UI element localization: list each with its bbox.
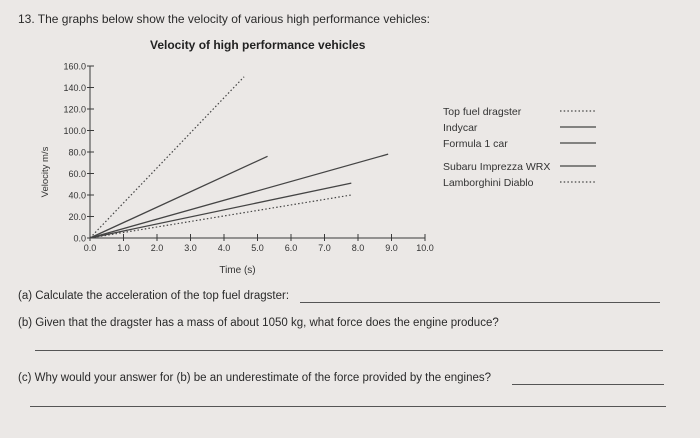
answer-line-b[interactable] (35, 350, 663, 351)
y-tick-label: 60.0 (68, 169, 86, 179)
legend-label: Indycar (443, 122, 478, 134)
y-axis-label: Velocity m/s (40, 146, 51, 197)
y-tick-label: 80.0 (68, 148, 86, 158)
x-tick-label: 1.0 (117, 243, 130, 253)
x-tick-label: 10.0 (416, 243, 434, 253)
legend-label: Subaru Imprezza WRX (443, 161, 550, 173)
y-tick-label: 120.0 (63, 105, 86, 115)
x-tick-label: 7.0 (318, 243, 331, 253)
x-tick-label: 6.0 (285, 243, 298, 253)
x-tick-label: 9.0 (385, 243, 398, 253)
series-line-indycar (89, 155, 268, 239)
answer-line-c2[interactable] (30, 406, 666, 407)
question-c: (c) Why would your answer for (b) be an … (18, 372, 492, 384)
legend-label: Formula 1 car (443, 138, 508, 150)
legend-label: Lamborghini Diablo (443, 177, 534, 189)
x-tick-label: 5.0 (251, 243, 264, 253)
y-tick-label: 0.0 (73, 234, 86, 244)
series-line-formula-1-car (89, 153, 389, 239)
y-tick-label: 160.0 (63, 62, 86, 72)
chart-title: Velocity of high performance vehicles (150, 38, 366, 52)
x-tick-label: 2.0 (151, 243, 164, 253)
question-intro: 13. The graphs below show the velocity o… (18, 12, 431, 26)
y-tick-label: 140.0 (63, 83, 86, 93)
y-tick-label: 40.0 (68, 191, 86, 201)
x-axis-label: Time (s) (219, 265, 255, 276)
x-tick-label: 8.0 (352, 243, 365, 253)
x-tick-label: 3.0 (184, 243, 197, 253)
x-tick-label: 4.0 (218, 243, 231, 253)
series-line-subaru-imprezza-wrx (89, 182, 352, 239)
answer-line-a[interactable] (300, 302, 660, 303)
question-b: (b) Given that the dragster has a mass o… (18, 317, 499, 329)
velocity-chart: 0.0 20.0 40.0 60.0 80.0 100.0 120.0 140.0 160.0 0… (40, 62, 596, 276)
x-tick-label: 0.0 (84, 243, 97, 253)
question-a: (a) Calculate the acceleration of the to… (18, 290, 290, 302)
series-line-top-fuel-dragster (89, 76, 245, 239)
answer-line-c[interactable] (512, 384, 664, 385)
legend-label: Top fuel dragster (443, 106, 522, 118)
y-tick-label: 20.0 (68, 212, 86, 222)
y-tick-label: 100.0 (63, 126, 86, 136)
